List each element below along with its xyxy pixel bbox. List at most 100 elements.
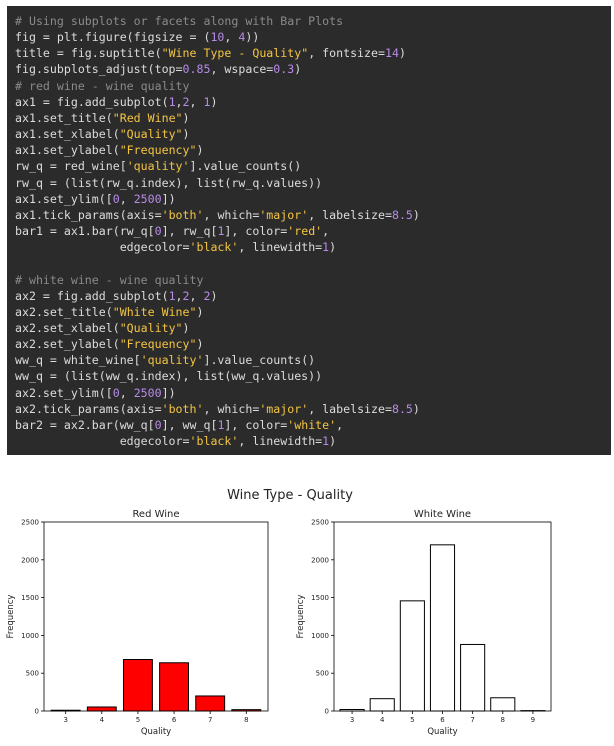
code-line: ax1.tick_params(axis='both', which='majo… [15, 207, 611, 223]
code-line: ax2.set_title("White Wine") [15, 304, 611, 320]
code-token: ax2.tick_params(axis= [15, 401, 162, 416]
code-token: edgecolor= [15, 240, 190, 255]
y-tick-label: 1000 [311, 632, 329, 640]
code-token: ax1 = fig.add_subplot( [15, 94, 169, 109]
code-token: 'quality' [140, 353, 204, 368]
code-line: edgecolor='black', linewidth=1) [15, 433, 611, 449]
code-line: # red wine - wine quality [15, 78, 611, 94]
y-tick-label: 500 [26, 670, 39, 678]
code-line [15, 255, 611, 271]
y-tick-label: 1000 [21, 632, 39, 640]
code-token: , linewidth= [238, 240, 323, 255]
code-token: # white wine - wine quality [15, 272, 204, 287]
code-token: 2 [182, 288, 190, 303]
code-line: ax1.set_xlabel("Quality") [15, 126, 611, 142]
code-token: fig.subplots_adjust(top= [15, 62, 183, 77]
code-token: 1 [168, 94, 176, 109]
code-token: ) [329, 240, 337, 255]
code-token: , linewidth= [238, 434, 323, 449]
code-token: , which= [203, 401, 260, 416]
code-line: bar1 = ax1.bar(rw_q[0], rw_q[1], color='… [15, 223, 611, 239]
code-token: , wspace= [210, 62, 274, 77]
code-line: bar2 = ax2.bar(ww_q[0], ww_q[1], color='… [15, 417, 611, 433]
code-token: 2500 [133, 191, 162, 206]
code-token: , [175, 94, 183, 109]
code-line: # white wine - wine quality [15, 272, 611, 288]
code-token: , [224, 30, 239, 45]
code-token: bar1 = ax1.bar(rw_q[ [15, 224, 155, 239]
code-token: , [322, 224, 330, 239]
code-line: rw_q = red_wine['quality'].value_counts(… [15, 158, 611, 174]
code-token: ) [196, 143, 204, 158]
code-token: ) [398, 46, 406, 61]
code-token: "Frequency" [119, 143, 197, 158]
axes-frame [43, 521, 269, 712]
x-tick-label: 3 [63, 716, 67, 724]
x-tick-label: 5 [410, 716, 414, 724]
code-token: fig = plt.figure(figsize = ( [15, 30, 211, 45]
code-token: ]) [161, 385, 176, 400]
code-token: 'black' [189, 434, 239, 449]
code-token: "White Wine" [112, 304, 197, 319]
code-token: 0 [112, 191, 120, 206]
bar [86, 706, 117, 712]
bar [122, 659, 153, 712]
code-token: , [175, 288, 183, 303]
x-tick-label: 6 [440, 716, 445, 724]
code-token: 4 [238, 30, 246, 45]
code-token: ) [182, 110, 190, 125]
code-token: ww_q = (list(ww_q.index), list(ww_q.valu… [15, 369, 323, 384]
code-token: ax1.set_title( [15, 110, 113, 125]
code-token: "Quality" [119, 127, 183, 142]
code-token: ) [294, 62, 302, 77]
code-token: ax2.set_ylim([ [15, 385, 113, 400]
code-token: 14 [384, 46, 399, 61]
code-token: 'red' [287, 224, 323, 239]
code-token: 2500 [133, 385, 162, 400]
y-tick-label: 1500 [311, 594, 329, 602]
code-token: ) [182, 320, 190, 335]
code-token: rw_q = red_wine[ [15, 159, 127, 174]
chart-svg: Wine Type - Quality 3 4 5 6 7 8 0 500 1000 1500 20… [6, 488, 552, 737]
x-tick-label: 4 [380, 716, 385, 724]
subplot-2: 3 4 5 6 7 8 9 0 500 1000 1500 2000 2500 White Wine Qua… [296, 509, 552, 737]
code-token: ) [412, 207, 420, 222]
code-line: rw_q = (list(rw_q.index), list(rw_q.valu… [15, 175, 611, 191]
code-token: ) [412, 401, 420, 416]
code-token: 2 [182, 94, 190, 109]
y-tick-label: 500 [316, 670, 329, 678]
code-token: 1 [217, 417, 225, 432]
code-token: 1 [322, 240, 330, 255]
code-token: 10 [210, 30, 225, 45]
code-token: # Using subplots or facets along with Ba… [15, 14, 344, 28]
code-line: ax1.set_title("Red Wine") [15, 110, 611, 126]
code-token: ax2.set_ylabel( [15, 337, 120, 352]
code-token: , [189, 288, 204, 303]
y-tick-label: 2000 [311, 556, 329, 564]
code-token: )) [245, 30, 260, 45]
y-tick-label: 1500 [21, 594, 39, 602]
code-line: fig = plt.figure(figsize = (10, 4)) [15, 29, 611, 45]
code-token: ax2.set_title( [15, 304, 113, 319]
code-token: 'both' [161, 207, 204, 222]
code-token: , labelsize= [308, 207, 392, 222]
code-token: 'major' [259, 207, 309, 222]
chart-figure: Wine Type - Quality 3 4 5 6 7 8 0 500 1000 1500 20… [0, 480, 614, 746]
code-token: ].value_counts() [203, 353, 316, 368]
code-token: "Frequency" [119, 337, 197, 352]
code-cell[interactable]: # Using subplots or facets along with Ba… [7, 6, 611, 455]
code-line: ax1.set_ylim([0, 2500]) [15, 191, 611, 207]
code-token: , [189, 94, 204, 109]
code-token: ], rw_q[ [161, 224, 218, 239]
code-token: , fontsize= [308, 46, 385, 61]
code-line: ax2.set_ylabel("Frequency") [15, 336, 611, 352]
code-token: 0 [154, 417, 162, 432]
code-line: ax2.set_ylim([0, 2500]) [15, 385, 611, 401]
code-token: 'both' [161, 401, 204, 416]
x-axis-label: Quality [427, 727, 457, 737]
code-token: ax1.set_xlabel( [15, 127, 120, 142]
bar [159, 662, 190, 712]
code-token: 'black' [189, 240, 239, 255]
code-token: , [119, 191, 134, 206]
code-token: 0 [112, 385, 120, 400]
